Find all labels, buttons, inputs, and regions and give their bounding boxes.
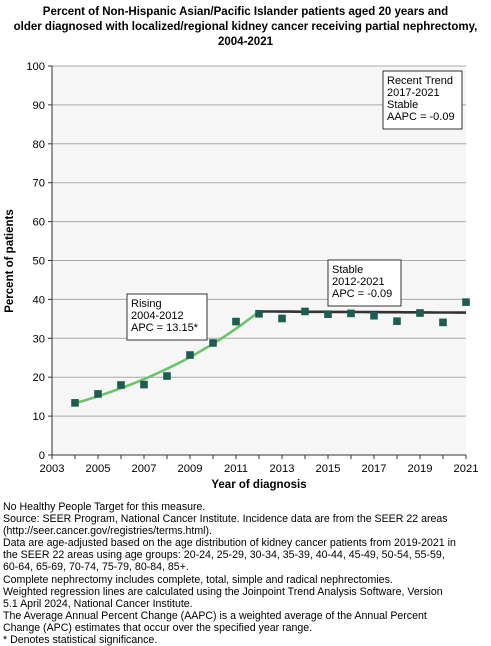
annotation-text: Recent Trend — [387, 75, 453, 87]
data-point — [393, 317, 401, 325]
x-tick-label: 2009 — [178, 463, 203, 475]
data-point — [163, 372, 171, 380]
data-point — [94, 390, 102, 398]
data-point — [209, 339, 217, 347]
x-tick-label: 2017 — [362, 463, 387, 475]
chart-title-line: 2004-2021 — [218, 36, 273, 48]
annotation-text: AAPC = -0.09 — [387, 111, 455, 123]
chart: 0 10 20 30 40 50 60 70 80 90 100 2003 2005 2007 2009 20… — [4, 61, 478, 491]
data-point — [117, 381, 125, 389]
data-point — [462, 298, 470, 306]
footnote-line: (http://seer.cancer.gov/registries/terms… — [3, 525, 213, 538]
footnote-line: Weighted regression lines are calculated… — [3, 585, 443, 598]
data-point — [301, 307, 309, 316]
x-tick-label: 2019 — [408, 463, 433, 475]
x-tick-label: 2015 — [316, 463, 341, 475]
footnote-line: The Average Annual Percent Change (AAPC)… — [3, 609, 427, 622]
annotation-text: Rising — [131, 298, 162, 310]
y-tick-label: 100 — [26, 61, 45, 73]
annotation-text: 2004-2012 — [131, 310, 184, 322]
y-tick-label: 80 — [33, 139, 45, 151]
footnote-line: 60-64, 65-69, 70-74, 75-79, 80-84, 85+. — [3, 561, 189, 574]
y-tick-label: 20 — [33, 372, 45, 384]
data-point — [71, 399, 79, 407]
footnote-line: Data are age-adjusted based on the age d… — [3, 537, 456, 550]
annotation-box — [126, 293, 208, 341]
footnote-line: No Healthy People Target for this measur… — [3, 501, 206, 513]
chart-title: Percent of Non-Hispanic Asian/Pacific Is… — [0, 5, 491, 50]
annotation-text: Stable — [332, 264, 363, 276]
annotation-box — [382, 70, 463, 130]
footnote-line: Complete nephrectomy includes complete, … — [3, 573, 393, 586]
footnotes: No Healthy People Target for this measur… — [3, 501, 489, 646]
trend-line — [74, 310, 260, 405]
data-point — [278, 314, 286, 323]
data-point — [255, 309, 263, 318]
data-point — [232, 317, 240, 326]
data-point — [140, 380, 148, 389]
chart-title-line: Percent of Non-Hispanic Asian/Pacific Is… — [42, 6, 449, 18]
y-tick-label: 90 — [33, 100, 45, 112]
x-tick-label: 2021 — [454, 463, 479, 475]
data-point — [186, 351, 194, 359]
x-axis-label: Year of diagnosis — [211, 479, 306, 491]
annotation-box — [327, 259, 402, 307]
y-tick-label: 60 — [33, 217, 45, 229]
x-tick-label: 2011 — [224, 463, 248, 475]
data-point — [439, 318, 447, 327]
axes: 0 10 20 30 40 50 60 70 80 90 100 2003 2005 2007 2009 20… — [26, 61, 478, 475]
y-axis-label: Percent of patients — [4, 209, 16, 313]
footnote-line: * Denotes statistical significance. — [3, 634, 158, 646]
data-point — [347, 309, 355, 318]
annotation-text: Stable — [387, 99, 418, 111]
y-tick-label: 10 — [33, 411, 45, 423]
y-tick-label: 40 — [33, 294, 45, 306]
y-tick-label: 50 — [33, 256, 45, 268]
chart-title-line: older diagnosed with localized/regional … — [13, 21, 478, 33]
data-point — [324, 310, 332, 318]
data-points — [71, 298, 470, 407]
annotation-text: APC = -0.09 — [332, 288, 392, 300]
data-point — [416, 309, 424, 317]
annotation-text: 2017-2021 — [387, 87, 440, 99]
y-tick-label: 70 — [33, 178, 45, 190]
x-tick-label: 2005 — [86, 463, 111, 475]
x-tick-label: 2007 — [132, 463, 157, 475]
annotation-text: APC = 13.15* — [131, 322, 199, 334]
footnote-line: Change (APC) estimates that occur over t… — [3, 621, 313, 634]
footnote-line: Source: SEER Program, National Cancer In… — [3, 513, 448, 526]
trend-lines — [74, 310, 466, 405]
annotation-text: 2012-2021 — [332, 276, 385, 288]
data-point — [370, 311, 378, 320]
x-tick-label: 2013 — [270, 463, 295, 475]
trend-line — [259, 310, 466, 314]
y-tick-label: 0 — [39, 450, 45, 462]
footnote-line: the SEER 22 areas using age groups: 20-2… — [3, 549, 445, 562]
x-tick-label: 2003 — [40, 463, 65, 475]
y-tick-label: 30 — [33, 333, 45, 345]
footnote-line: 5.1 April 2024, National Cancer Institut… — [3, 597, 193, 610]
